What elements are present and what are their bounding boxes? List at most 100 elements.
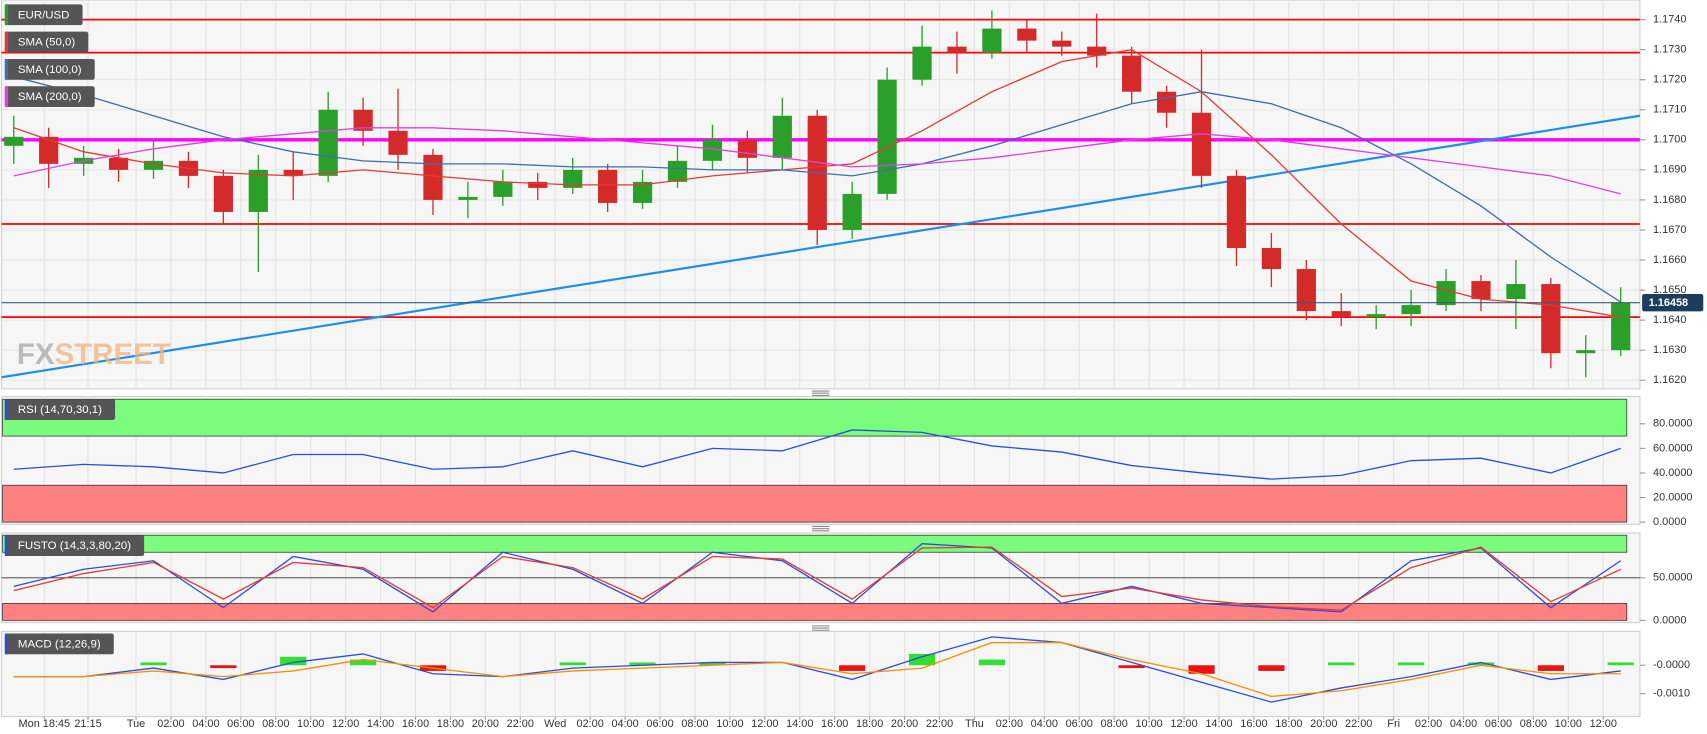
x-tick-label: 12:00: [332, 718, 359, 730]
y-tick-label: 60.0000: [1653, 442, 1692, 454]
histogram-bar: [1118, 665, 1145, 669]
y-tick-label: 1.1740: [1653, 13, 1686, 25]
x-tick-label: 02:00: [1415, 718, 1442, 730]
candle-body: [563, 169, 583, 188]
candle-body: [598, 169, 618, 203]
x-tick-label: 06:00: [1485, 718, 1512, 730]
macd-pane: [0, 630, 1641, 718]
histogram-bar: [1537, 665, 1564, 671]
candle-body: [912, 46, 932, 80]
histogram-bar: [839, 665, 866, 671]
trend-line: [1, 114, 1640, 379]
candle-body: [458, 196, 478, 200]
y-tick-label: -0.0000: [1653, 659, 1690, 671]
candle-body: [283, 169, 303, 176]
histogram-bar: [629, 662, 656, 666]
candle-body: [702, 139, 723, 161]
x-tick-label: Thu: [965, 718, 984, 730]
x-tick-label: 04:00: [611, 718, 638, 730]
legend-label: EUR/USD: [18, 9, 70, 21]
candle-body: [1576, 350, 1596, 354]
legend-swatch: [4, 535, 9, 556]
x-tick-label: 10:00: [716, 718, 743, 730]
histogram-bar: [210, 665, 237, 669]
x-tick-label: 16:00: [402, 718, 429, 730]
y-tick-label: 1.1720: [1653, 74, 1686, 86]
x-tick-label: 14:00: [786, 718, 813, 730]
x-tick-label: 06:00: [1066, 718, 1093, 730]
candle-body: [1471, 281, 1491, 300]
x-tick-label: 21:15: [74, 718, 101, 730]
x-tick-label: 18:00: [1275, 718, 1302, 730]
candle-body: [947, 46, 967, 53]
watermark-street: STREET: [55, 338, 171, 371]
x-tick-label: 08:00: [262, 718, 289, 730]
series-line: [13, 76, 1622, 303]
series-line: [13, 636, 1621, 703]
candle-body: [1541, 284, 1561, 354]
legend-label: RSI (14,70,30,1): [18, 404, 102, 416]
legend-swatch: [4, 58, 9, 80]
x-tick-label: 14:00: [367, 718, 394, 730]
x-tick-label: 10:00: [1555, 718, 1582, 730]
histogram-bar: [1398, 662, 1425, 666]
y-tick-label: 1.1690: [1653, 164, 1686, 176]
band: [2, 398, 1628, 437]
series-line: [13, 127, 1621, 195]
candle-body: [248, 169, 268, 212]
x-tick-label: 16:00: [1240, 718, 1267, 730]
pane-0: [1, 2, 1640, 389]
x-tick-label: 12:00: [751, 718, 778, 730]
x-tick-label: 02:00: [157, 718, 184, 730]
y-tick-label: 1.1630: [1653, 344, 1686, 356]
x-tick-label: 04:00: [1450, 718, 1477, 730]
x-tick-label: 12:00: [1170, 718, 1197, 730]
candle-body: [1122, 55, 1142, 92]
x-tick-label: Mon 18:45: [19, 718, 71, 730]
candle-body: [1087, 46, 1107, 56]
x-tick-label: Tue: [127, 718, 145, 730]
candle-body: [1052, 40, 1072, 47]
x-tick-label: 22:00: [1345, 718, 1372, 730]
watermark: FXSTREET: [17, 338, 171, 371]
y-tick-label: 0.0000: [1653, 516, 1686, 528]
series-line: [13, 546, 1621, 611]
legend-swatch: [4, 4, 9, 26]
candle-body: [423, 154, 443, 200]
y-tick-label: 1.1700: [1653, 134, 1686, 146]
histogram-bar: [908, 653, 936, 666]
candle-body: [632, 181, 653, 203]
x-tick-label: 18:00: [437, 718, 464, 730]
x-tick-label: 04:00: [192, 718, 219, 730]
x-tick-label: 18:00: [856, 718, 883, 730]
candle-body: [772, 115, 792, 158]
x-tick-label: 22:00: [507, 718, 534, 730]
legend-swatch: [4, 86, 9, 108]
candle-body: [842, 193, 862, 230]
histogram-bar: [349, 659, 377, 666]
pane-handle[interactable]: [811, 390, 830, 631]
x-tick-label: 08:00: [1101, 718, 1128, 730]
candle-body: [528, 181, 548, 188]
x-tick-label: 14:00: [1205, 718, 1232, 730]
candle-body: [318, 109, 338, 176]
y-tick-label: 1.1650: [1653, 284, 1686, 296]
legend-swatch: [4, 399, 9, 420]
x-tick-label: 06:00: [227, 718, 254, 730]
legend-box: [4, 86, 95, 108]
candle-body: [1401, 305, 1421, 315]
band: [2, 484, 1628, 523]
candle-body: [1506, 284, 1526, 300]
legend-label: SMA (200,0): [18, 91, 82, 103]
candle-body: [1436, 281, 1456, 306]
candle-body: [39, 136, 59, 164]
y-tick-label: 50.0000: [1653, 572, 1692, 584]
x-tick-label: 10:00: [1135, 718, 1162, 730]
candle-body: [982, 28, 1002, 53]
candle-body: [1366, 314, 1386, 318]
legend-box: [4, 633, 114, 655]
histogram-bar: [1607, 662, 1634, 666]
histogram-bar: [978, 659, 1006, 666]
x-tick-label: Fri: [1387, 718, 1400, 730]
